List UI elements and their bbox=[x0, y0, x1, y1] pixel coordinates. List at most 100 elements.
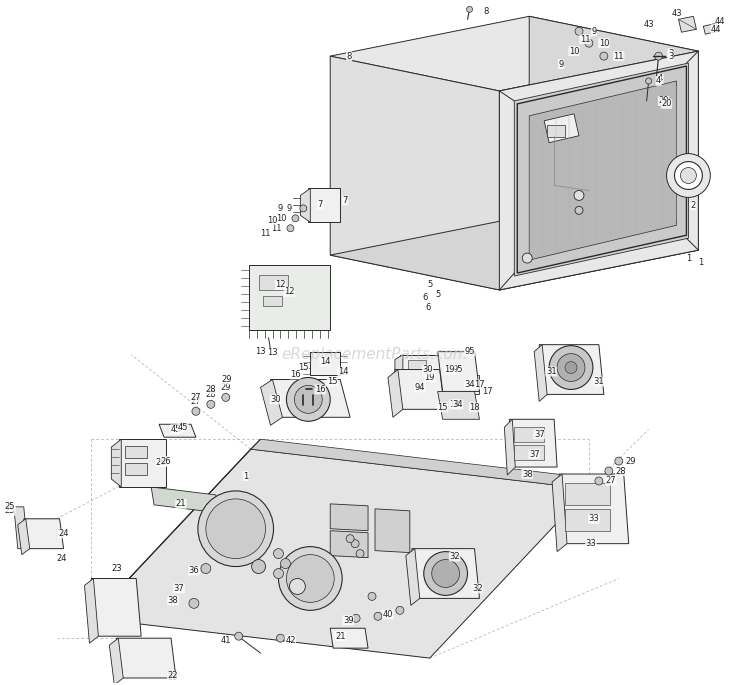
Polygon shape bbox=[539, 345, 604, 395]
Polygon shape bbox=[514, 63, 688, 276]
Polygon shape bbox=[310, 351, 340, 375]
Circle shape bbox=[290, 579, 305, 595]
Text: 40: 40 bbox=[382, 610, 393, 619]
Circle shape bbox=[396, 606, 404, 614]
Circle shape bbox=[522, 253, 532, 263]
Text: 95: 95 bbox=[452, 365, 463, 374]
Circle shape bbox=[424, 551, 467, 595]
Text: 21: 21 bbox=[335, 632, 346, 640]
Text: 11: 11 bbox=[272, 224, 282, 233]
Polygon shape bbox=[559, 474, 628, 544]
Circle shape bbox=[466, 6, 472, 12]
Circle shape bbox=[368, 593, 376, 600]
Text: 27: 27 bbox=[190, 397, 201, 406]
Circle shape bbox=[300, 205, 307, 212]
Circle shape bbox=[286, 555, 334, 602]
Polygon shape bbox=[92, 579, 141, 636]
Text: 10: 10 bbox=[267, 216, 278, 225]
Polygon shape bbox=[330, 16, 698, 91]
Text: 5: 5 bbox=[435, 290, 440, 299]
Circle shape bbox=[680, 168, 697, 184]
Text: 16: 16 bbox=[315, 385, 326, 394]
Circle shape bbox=[201, 564, 211, 573]
Polygon shape bbox=[500, 51, 698, 290]
Text: 27: 27 bbox=[605, 477, 616, 486]
Text: 1: 1 bbox=[243, 471, 248, 480]
Text: 41: 41 bbox=[220, 636, 231, 645]
Bar bbox=[514, 427, 544, 443]
Text: 17: 17 bbox=[474, 380, 484, 389]
Text: 10: 10 bbox=[276, 214, 286, 223]
Polygon shape bbox=[110, 638, 123, 685]
Circle shape bbox=[277, 634, 284, 642]
Text: 4: 4 bbox=[656, 77, 662, 86]
Text: 38: 38 bbox=[168, 596, 178, 605]
Polygon shape bbox=[504, 419, 515, 475]
Text: 8: 8 bbox=[346, 51, 352, 60]
Text: 15: 15 bbox=[327, 377, 338, 386]
Bar bbox=[262, 296, 283, 306]
Polygon shape bbox=[412, 549, 479, 599]
Text: 19: 19 bbox=[424, 373, 435, 382]
Text: 34: 34 bbox=[464, 380, 475, 389]
Circle shape bbox=[351, 540, 359, 547]
Polygon shape bbox=[152, 487, 219, 513]
Bar bbox=[125, 446, 147, 458]
Circle shape bbox=[565, 362, 577, 373]
Text: 1: 1 bbox=[698, 258, 703, 266]
Polygon shape bbox=[251, 439, 598, 489]
Text: 32: 32 bbox=[472, 584, 483, 593]
Text: 15: 15 bbox=[437, 403, 448, 412]
Circle shape bbox=[600, 52, 608, 60]
Circle shape bbox=[280, 558, 290, 569]
Text: 10: 10 bbox=[598, 38, 609, 48]
Text: 30: 30 bbox=[270, 395, 280, 404]
Polygon shape bbox=[330, 504, 368, 531]
Polygon shape bbox=[85, 579, 98, 643]
Text: 17: 17 bbox=[482, 387, 493, 396]
Polygon shape bbox=[18, 519, 30, 555]
Circle shape bbox=[346, 535, 354, 543]
Text: 18: 18 bbox=[449, 400, 460, 409]
Text: 14: 14 bbox=[320, 357, 331, 366]
Circle shape bbox=[189, 599, 199, 608]
Circle shape bbox=[198, 491, 274, 566]
Text: 1: 1 bbox=[686, 253, 691, 262]
Text: 27: 27 bbox=[190, 393, 201, 402]
Text: 39: 39 bbox=[343, 616, 353, 625]
Polygon shape bbox=[552, 474, 567, 551]
Text: 22: 22 bbox=[168, 673, 178, 682]
Circle shape bbox=[410, 392, 414, 397]
Circle shape bbox=[655, 52, 662, 60]
Circle shape bbox=[356, 549, 364, 558]
Text: 9: 9 bbox=[286, 204, 292, 213]
Circle shape bbox=[287, 225, 294, 232]
Polygon shape bbox=[500, 51, 698, 290]
Circle shape bbox=[674, 162, 702, 190]
Text: 11: 11 bbox=[260, 229, 271, 238]
Bar bbox=[259, 275, 289, 290]
Text: 25: 25 bbox=[4, 502, 15, 511]
Text: 9: 9 bbox=[278, 204, 283, 213]
Polygon shape bbox=[159, 424, 196, 437]
Bar bbox=[408, 360, 426, 375]
Polygon shape bbox=[530, 81, 676, 260]
Polygon shape bbox=[438, 391, 479, 419]
Text: 24: 24 bbox=[56, 554, 67, 563]
Polygon shape bbox=[330, 56, 500, 290]
Circle shape bbox=[251, 560, 266, 573]
Polygon shape bbox=[375, 509, 410, 553]
Circle shape bbox=[549, 346, 593, 390]
Polygon shape bbox=[438, 351, 479, 391]
Text: 31: 31 bbox=[546, 367, 556, 376]
Text: 36: 36 bbox=[188, 566, 200, 575]
Bar bbox=[565, 509, 610, 531]
Text: 9: 9 bbox=[591, 27, 596, 36]
Text: 10: 10 bbox=[568, 47, 579, 55]
Circle shape bbox=[352, 614, 360, 622]
Circle shape bbox=[615, 457, 622, 465]
Text: 19: 19 bbox=[444, 365, 454, 374]
Polygon shape bbox=[119, 439, 166, 487]
Circle shape bbox=[192, 408, 200, 415]
Text: 3: 3 bbox=[668, 51, 674, 60]
